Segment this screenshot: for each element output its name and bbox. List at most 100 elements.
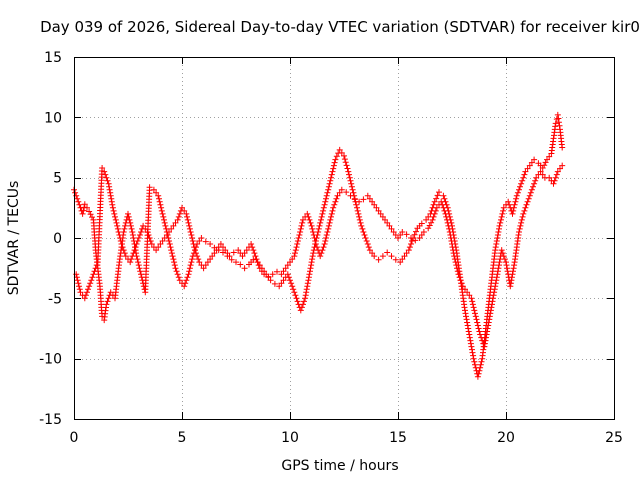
y-tick-label: 15 (44, 50, 62, 66)
x-tick-label: 0 (70, 430, 79, 446)
data-point-trace (443, 213, 450, 220)
data-point-trace (441, 207, 448, 214)
data-point (325, 222, 332, 229)
data-point (425, 225, 432, 232)
data-point (306, 271, 313, 278)
data-point (388, 253, 395, 260)
data-point (99, 165, 106, 171)
data-point-trace (293, 244, 300, 251)
data-point-trace (106, 186, 113, 193)
data-point-trace (354, 207, 361, 214)
data-point-trace (430, 201, 437, 208)
data-point-trace (495, 229, 502, 235)
data-point-trace (72, 189, 79, 196)
data-point-trace (316, 222, 323, 229)
data-point (228, 256, 235, 263)
data-point (267, 277, 274, 284)
data-point-trace (499, 210, 506, 217)
data-point-trace (511, 201, 518, 208)
data-point-trace (320, 244, 327, 251)
data-point-trace (318, 250, 325, 257)
data-point (399, 229, 406, 235)
data-point (507, 283, 514, 290)
data-point-trace (299, 219, 306, 226)
data-point-trace (518, 216, 525, 223)
data-point (101, 168, 108, 175)
data-point-trace (492, 280, 499, 287)
data-point-trace (104, 298, 111, 305)
data-point (351, 196, 358, 203)
data-point-trace (318, 213, 325, 220)
data-point-trace (130, 250, 137, 257)
data-point-trace (171, 259, 178, 266)
data-point-trace (324, 189, 331, 196)
data-point-trace (169, 253, 176, 260)
data-point-trace (104, 177, 111, 184)
chart-title: Day 039 of 2026, Sidereal Day-to-day VTE… (40, 18, 640, 36)
data-point-trace (105, 295, 112, 302)
data-point-trace (87, 280, 94, 287)
data-point-trace (441, 195, 448, 202)
data-point-trace (491, 289, 498, 296)
data-point-trace (167, 244, 174, 251)
data-point-trace (176, 210, 183, 217)
data-point-trace (255, 262, 262, 269)
data-point (518, 180, 525, 187)
data-point (114, 222, 121, 229)
data-point-trace (325, 225, 332, 232)
data-point (533, 174, 540, 181)
data-point (75, 198, 82, 205)
data-point-trace (76, 201, 83, 208)
data-point-trace (88, 277, 95, 284)
data-point-trace (147, 238, 154, 244)
data-point-trace (188, 232, 195, 238)
data-point-trace (440, 204, 447, 211)
data-point-trace (133, 241, 140, 247)
data-point-trace (469, 298, 476, 305)
data-point-trace (322, 198, 329, 205)
data-point-trace (80, 207, 87, 214)
data-point-trace (321, 201, 328, 208)
data-point-trace (323, 235, 329, 241)
data-point-trace (84, 289, 90, 296)
data-point-trace (330, 162, 337, 169)
data-point-trace (76, 283, 82, 290)
data-point-trace (294, 298, 301, 305)
data-point-trace (186, 225, 193, 232)
data-point (343, 189, 350, 196)
data-point-trace (173, 268, 180, 275)
data-point-trace (492, 244, 499, 251)
data-point-trace (361, 232, 368, 238)
data-point-trace (431, 210, 438, 217)
data-point-trace (290, 286, 297, 293)
data-point (185, 271, 192, 278)
data-point (524, 198, 531, 205)
data-point-trace (472, 310, 478, 317)
data-point-trace (145, 232, 152, 238)
data-point-trace (312, 238, 319, 244)
data-point (354, 204, 360, 211)
data-point (477, 331, 484, 338)
data-point-trace (531, 180, 538, 187)
data-point-trace (330, 165, 337, 172)
data-point-trace (332, 198, 339, 205)
data-point (207, 241, 214, 247)
data-point (505, 198, 512, 205)
data-point-trace (171, 262, 178, 269)
data-point-trace (129, 253, 136, 260)
data-point (470, 355, 477, 362)
data-point (436, 189, 442, 196)
data-point-trace (285, 274, 292, 281)
data-point-trace (301, 298, 307, 305)
data-point-trace (463, 313, 469, 320)
data-point (125, 210, 131, 217)
data-point-trace (184, 216, 191, 223)
data-point-trace (454, 268, 461, 275)
data-point-trace (365, 244, 372, 251)
data-point-trace (347, 177, 354, 184)
data-point-trace (292, 247, 299, 254)
data-point (308, 222, 315, 229)
data-point-trace (325, 186, 332, 193)
data-point-trace (188, 259, 195, 266)
data-point-trace (158, 207, 165, 214)
